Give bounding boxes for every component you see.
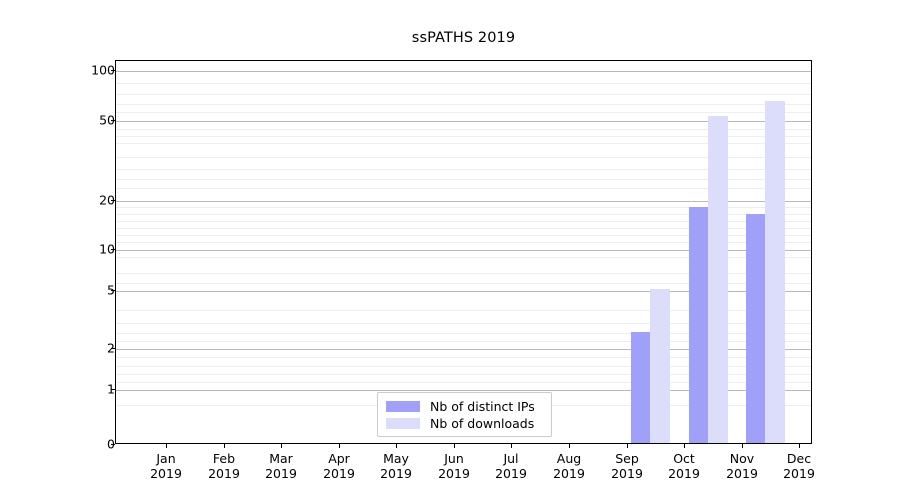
x-tick-mark: [511, 444, 513, 448]
chart-title: ssPATHS 2019: [411, 30, 516, 46]
legend-label-downloads: Nb of downloads: [430, 416, 535, 431]
gridline-minor: [116, 341, 811, 342]
x-tick-mark: [742, 444, 744, 448]
y-tick-label: 1: [71, 382, 115, 397]
x-tick-label: Dec 2019: [783, 451, 815, 481]
gridline-minor: [116, 273, 811, 274]
x-axis: Jan 2019 Feb 2019 Mar 2019 Apr 2019 May 2019…: [115, 444, 815, 496]
x-tick-mark: [339, 444, 341, 448]
y-tick-mark: [111, 348, 115, 350]
x-tick-label: Jun 2019: [438, 451, 470, 481]
x-tick-mark: [396, 444, 398, 448]
y-tick-mark: [111, 290, 115, 292]
x-tick-mark: [684, 444, 686, 448]
gridline-minor: [116, 83, 811, 84]
gridline-minor: [116, 242, 811, 243]
gridline-minor: [116, 257, 811, 258]
gridline-major: [116, 390, 811, 391]
legend-item-downloads: Nb of downloads: [386, 415, 543, 432]
gridline-minor: [116, 104, 811, 105]
y-tick-label: 5: [71, 283, 115, 298]
y-tick-mark: [111, 200, 115, 202]
x-tick-label: Jul 2019: [495, 451, 527, 481]
x-tick-mark: [281, 444, 283, 448]
gridline-minor: [116, 323, 811, 324]
gridline-minor: [116, 157, 811, 158]
x-tick-label: Jan 2019: [150, 451, 182, 481]
x-tick-mark: [166, 444, 168, 448]
y-tick-mark: [111, 389, 115, 391]
bar: [650, 289, 670, 443]
gridline-minor: [116, 169, 811, 170]
x-tick-label: Mar 2019: [265, 451, 297, 481]
chart-legend: Nb of distinct IPs Nb of downloads: [377, 392, 552, 437]
gridline-minor: [116, 221, 811, 222]
gridline-minor: [116, 136, 811, 137]
x-tick-mark: [224, 444, 226, 448]
gridline-major: [116, 201, 811, 202]
gridline-major: [116, 349, 811, 350]
plot-area: [115, 60, 812, 444]
x-tick-mark: [799, 444, 801, 448]
gridline-minor: [116, 94, 811, 95]
y-tick-label: 0: [71, 437, 115, 452]
y-tick-mark: [111, 70, 115, 72]
gridline-minor: [116, 214, 811, 215]
y-tick-mark: [111, 120, 115, 122]
bar: [765, 101, 785, 443]
x-tick-label: Feb 2019: [208, 451, 240, 481]
x-tick-label: Sep 2019: [611, 451, 643, 481]
legend-swatch-distinct-ips: [386, 401, 420, 412]
y-tick-label: 100: [91, 62, 115, 78]
legend-label-distinct-ips: Nb of distinct IPs: [430, 399, 535, 414]
gridline-major: [116, 291, 811, 292]
x-tick-label: Nov 2019: [726, 451, 758, 481]
y-tick-mark: [111, 249, 115, 251]
gridline-minor: [116, 188, 811, 189]
gridline-minor: [116, 374, 811, 375]
x-tick-label: May 2019: [380, 451, 412, 481]
gridline-minor: [116, 207, 811, 208]
gridline-minor: [116, 333, 811, 334]
gridline-major: [116, 250, 811, 251]
gridline-major: [116, 71, 811, 72]
gridline-minor: [116, 382, 811, 383]
y-tick-mark: [111, 444, 115, 446]
bar: [689, 207, 709, 443]
x-tick-label: Oct 2019: [668, 451, 700, 481]
gridline-minor: [116, 129, 811, 130]
y-tick-label: 2: [71, 341, 115, 356]
x-tick-mark: [569, 444, 571, 448]
legend-item-distinct-ips: Nb of distinct IPs: [386, 398, 543, 415]
y-axis: 1005020105210: [62, 60, 115, 452]
y-tick-label: 20: [99, 192, 115, 208]
bar: [708, 116, 728, 443]
x-tick-label: Aug 2019: [553, 451, 585, 481]
bar: [631, 332, 651, 443]
x-tick-mark: [454, 444, 456, 448]
x-tick-mark: [627, 444, 629, 448]
gridline-major: [116, 121, 811, 122]
gridline-minor: [116, 357, 811, 358]
legend-swatch-downloads: [386, 418, 420, 429]
y-tick-label: 10: [99, 241, 115, 257]
x-tick-label: Apr 2019: [323, 451, 355, 481]
gridline-minor: [116, 235, 811, 236]
gridline-minor: [116, 310, 811, 311]
gridline-minor: [116, 366, 811, 367]
gridline-minor: [116, 179, 811, 180]
gridline-minor: [116, 112, 811, 113]
gridline-minor: [116, 283, 811, 284]
gridline-minor: [116, 228, 811, 229]
bar: [746, 214, 766, 443]
y-tick-label: 50: [99, 112, 115, 128]
gridline-minor: [116, 143, 811, 144]
